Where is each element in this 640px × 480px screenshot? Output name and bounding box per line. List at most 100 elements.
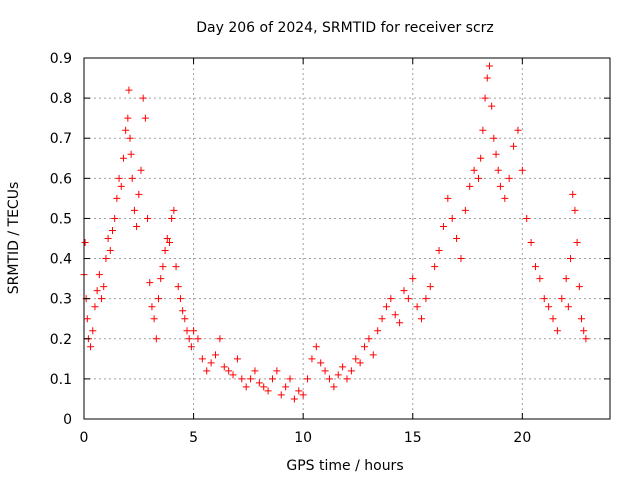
data-point xyxy=(216,335,224,343)
data-point xyxy=(286,375,294,383)
data-point xyxy=(518,166,526,174)
data-point xyxy=(312,343,320,351)
data-point xyxy=(100,283,108,291)
data-points xyxy=(80,62,590,403)
data-point xyxy=(102,255,110,263)
data-point xyxy=(150,315,158,323)
axis-ticks xyxy=(83,57,610,420)
data-point xyxy=(330,383,338,391)
data-point xyxy=(115,174,123,182)
data-point xyxy=(564,303,572,311)
data-point xyxy=(95,271,103,279)
data-point xyxy=(295,387,303,395)
data-point xyxy=(198,355,206,363)
data-point xyxy=(374,327,382,335)
x-tick-label: 15 xyxy=(404,430,422,446)
data-point xyxy=(356,359,364,367)
y-tick-label: 0.6 xyxy=(50,171,72,187)
data-point xyxy=(531,263,539,271)
data-point xyxy=(479,126,487,134)
data-point xyxy=(580,327,588,335)
data-point xyxy=(273,367,281,375)
data-point xyxy=(558,295,566,303)
data-point xyxy=(277,391,285,399)
y-tick-label: 0.1 xyxy=(50,372,72,388)
data-point xyxy=(527,239,535,247)
data-point xyxy=(422,295,430,303)
data-point xyxy=(108,226,116,234)
data-point xyxy=(133,222,141,230)
data-point xyxy=(176,295,184,303)
y-tick-labels: 0 0.1 0.2 0.3 0.4 0.5 0.6 0.7 0.8 0.9 xyxy=(50,51,72,428)
data-point xyxy=(251,367,259,375)
data-point xyxy=(477,154,485,162)
data-point xyxy=(573,239,581,247)
data-point xyxy=(501,194,509,202)
data-point xyxy=(225,367,233,375)
data-point xyxy=(212,351,219,359)
data-point xyxy=(185,335,193,343)
data-point xyxy=(304,375,312,383)
data-point xyxy=(172,263,180,271)
y-tick-label: 0.8 xyxy=(50,91,72,107)
data-point xyxy=(155,295,163,303)
data-point xyxy=(299,391,307,399)
data-point xyxy=(130,206,138,214)
data-point xyxy=(93,287,101,295)
data-point xyxy=(567,255,575,263)
data-point xyxy=(505,174,513,182)
data-point xyxy=(98,295,106,303)
data-point xyxy=(282,383,290,391)
data-point xyxy=(470,166,478,174)
data-point xyxy=(124,114,132,122)
data-point xyxy=(545,303,553,311)
data-point xyxy=(179,307,187,315)
data-point xyxy=(144,214,152,222)
data-point xyxy=(365,335,373,343)
data-point xyxy=(553,327,561,335)
data-point xyxy=(334,371,342,379)
data-point xyxy=(181,315,189,323)
data-point xyxy=(260,383,268,391)
data-point xyxy=(409,275,417,283)
data-point xyxy=(391,311,399,319)
data-point xyxy=(290,395,298,403)
data-point xyxy=(87,343,95,351)
data-point xyxy=(146,279,154,287)
data-point xyxy=(448,214,456,222)
chart-title: Day 206 of 2024, SRMTID for receiver scr… xyxy=(196,20,494,36)
data-point xyxy=(575,283,583,291)
data-point xyxy=(174,283,182,291)
data-point xyxy=(125,86,133,94)
data-point xyxy=(89,327,97,335)
data-point xyxy=(382,303,390,311)
data-point xyxy=(111,214,119,222)
data-point xyxy=(317,359,325,367)
data-point xyxy=(339,363,347,371)
data-point xyxy=(549,315,557,323)
data-point xyxy=(413,303,421,311)
data-point xyxy=(453,235,461,242)
data-point xyxy=(347,367,355,375)
data-point xyxy=(170,206,178,214)
data-point xyxy=(152,335,160,343)
y-tick-label: 0.3 xyxy=(50,292,72,308)
data-point xyxy=(439,222,447,230)
data-point xyxy=(578,315,586,323)
data-point xyxy=(264,387,272,395)
data-point xyxy=(582,335,590,343)
data-point xyxy=(540,295,548,303)
data-point xyxy=(378,315,386,323)
data-point xyxy=(343,375,351,383)
data-point xyxy=(159,263,167,271)
data-point xyxy=(475,174,482,182)
data-point xyxy=(418,315,426,323)
y-tick-label: 0 xyxy=(63,412,72,428)
data-point xyxy=(119,154,127,162)
data-point xyxy=(325,375,333,383)
x-tick-label: 5 xyxy=(189,430,198,446)
data-point xyxy=(569,190,577,198)
data-point xyxy=(91,303,99,311)
data-point xyxy=(369,351,377,359)
y-axis-label: SRMTID / TECUs xyxy=(6,182,22,295)
